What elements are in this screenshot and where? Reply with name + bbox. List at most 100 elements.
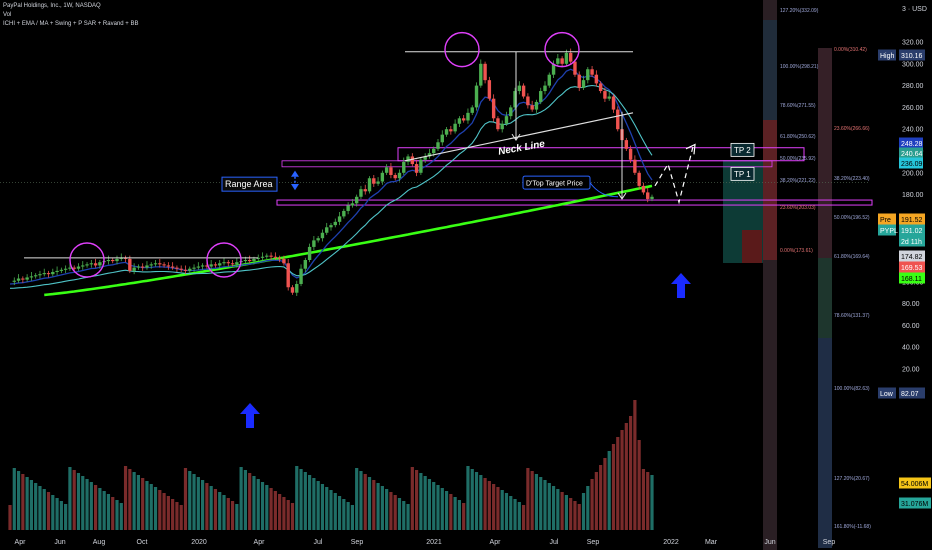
x-tick-label: Apr [15, 539, 27, 546]
zones-layer [0, 147, 873, 206]
volume-bar [440, 488, 444, 530]
candle-body [616, 109, 620, 130]
candle-body [179, 268, 183, 270]
candle-body [132, 267, 136, 271]
fib-mid-label: 127.20%(20.67) [834, 476, 870, 482]
low-tag-value: 82.07 [901, 391, 919, 398]
volume-bar [72, 470, 76, 530]
candles-layer [12, 48, 654, 296]
pypl-tag-value: 191.02 [901, 228, 923, 235]
candle-body [402, 161, 406, 173]
volume-bar [650, 475, 654, 530]
candle-body [389, 167, 393, 175]
x-tick-label: Aug [93, 539, 106, 546]
volume-bar [188, 471, 192, 530]
volume-bar [123, 466, 128, 530]
candle-body [491, 98, 496, 119]
volume-bar [633, 400, 637, 530]
candle-body [539, 91, 543, 102]
candle-body [192, 267, 196, 269]
candle-body [29, 276, 34, 278]
candle-body [350, 203, 355, 206]
candle-body [521, 85, 526, 97]
volume-bar [132, 472, 136, 530]
candle-body [367, 178, 372, 192]
volume-bar [303, 472, 307, 530]
candle-body [123, 257, 128, 259]
tag-169: 169.53 [901, 265, 923, 272]
candle-body [607, 96, 611, 99]
volume-bar [8, 505, 12, 530]
dtop-target-pointer [589, 182, 619, 198]
candle-body [329, 225, 333, 228]
candle-body [149, 264, 153, 266]
volume-bar [106, 494, 111, 530]
volume-bar [51, 495, 55, 530]
candle-body [376, 181, 380, 184]
candle-body [51, 271, 55, 275]
candle-body [444, 129, 449, 135]
candle-body [158, 263, 162, 265]
candle-body [496, 118, 500, 130]
volume-bar [500, 490, 504, 530]
volume-bar [201, 480, 205, 530]
volume-bar [46, 492, 51, 530]
candle-body [153, 263, 158, 265]
volume-bar [629, 416, 633, 530]
volume-bar [209, 486, 213, 530]
volume-bar [76, 473, 81, 530]
candle-body [423, 156, 427, 160]
candle-body [325, 227, 329, 233]
x-tick-label: Jul [314, 539, 323, 546]
countdown-tag: 2d 11h [901, 239, 922, 246]
candle-body [526, 96, 530, 106]
fib-panel-mid-red [818, 48, 832, 258]
volume-bar [290, 503, 295, 530]
candle-body [479, 63, 483, 86]
x-tick-label: Sep [823, 539, 836, 546]
candle-body [175, 267, 179, 269]
candle-body [581, 80, 586, 88]
volume-bar [312, 478, 316, 530]
tp1-label: TP 1 [734, 170, 751, 179]
highlight-circle [544, 31, 580, 68]
volume-bar [522, 505, 526, 530]
candle-body [586, 69, 590, 81]
dtop-target-label: D'Top Target Price [526, 181, 583, 188]
candle-body [213, 264, 218, 266]
target-projection-arrowhead [617, 192, 627, 200]
volume-bar [355, 468, 359, 530]
tag-168-bg [899, 272, 925, 284]
candle-body [166, 265, 171, 267]
candle-body [273, 256, 278, 258]
candle-body [363, 189, 367, 192]
candle-body [380, 172, 385, 182]
candle-body [564, 52, 569, 64]
fib-mid-label: 50.00%(196.52) [834, 215, 870, 221]
candle-body [12, 280, 16, 282]
x-tick-label: Jun [764, 539, 775, 546]
volume-bar [637, 440, 641, 530]
candle-body [68, 267, 72, 269]
volume-bar [141, 478, 145, 530]
volume-bar [25, 477, 29, 530]
candle-body [222, 262, 226, 264]
candle-body [265, 255, 269, 257]
low-tag-label: Low [880, 391, 894, 398]
tag-168: 168.11 [901, 276, 922, 283]
candle-body [145, 265, 149, 268]
volume-bar [526, 468, 530, 530]
candle-body [513, 91, 517, 108]
candle-body [38, 274, 42, 276]
volume-bar [337, 496, 342, 530]
volume-bar [213, 489, 218, 530]
candle-body [603, 91, 607, 99]
volume-bar [192, 474, 196, 530]
volume-bar [295, 466, 299, 530]
volume-bar [248, 473, 252, 530]
currency-label: 3 · USD [902, 6, 927, 13]
vol-tag-b-bg [899, 497, 931, 509]
candle-body [461, 118, 466, 121]
volume-bar [436, 485, 440, 530]
fib-left-label: 100.00%(298.21) [780, 64, 819, 70]
